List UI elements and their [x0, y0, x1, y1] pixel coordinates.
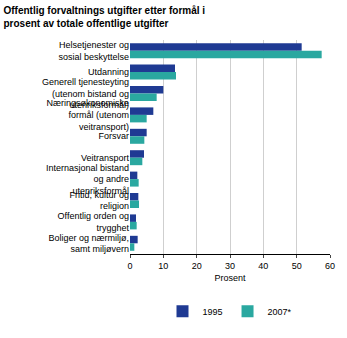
svg-text:50: 50: [292, 261, 302, 271]
svg-text:40: 40: [258, 261, 268, 271]
svg-text:Boliger og nærmiljø,samt miljø: Boliger og nærmiljø,samt miljøvern: [48, 233, 129, 255]
svg-text:60: 60: [325, 261, 335, 271]
svg-text:Utdanning: Utdanning: [88, 67, 129, 77]
svg-text:Forsvar: Forsvar: [98, 131, 129, 141]
svg-text:10: 10: [158, 261, 168, 271]
svg-text:Offentlig orden ogtrygghet: Offentlig orden ogtrygghet: [58, 211, 130, 233]
svg-text:20: 20: [192, 261, 202, 271]
svg-text:Veitransport: Veitransport: [81, 153, 130, 163]
svg-text:Offentlig forvaltnings utgifte: Offentlig forvaltnings utgifter etter fo…: [3, 5, 205, 29]
svg-text:30: 30: [225, 261, 235, 271]
svg-text:Generell tjenesteyting(utenom: Generell tjenesteyting(utenom bistand og…: [42, 77, 129, 110]
svg-text:0: 0: [127, 261, 132, 271]
svg-text:Fritid, kultur ogreligion: Fritid, kultur ogreligion: [69, 190, 129, 212]
svg-text:Helsetjenester ogsosial beskyt: Helsetjenester ogsosial beskyttelse: [58, 40, 129, 62]
svg-text:Næringsøkonomiskeformål (uteno: Næringsøkonomiskeformål (utenomveitransp…: [46, 98, 129, 131]
svg-text:1995: 1995: [203, 307, 223, 317]
svg-text:Prosent: Prosent: [214, 273, 246, 283]
svg-text:Internasjonal bistandog andreu: Internasjonal bistandog andreutenriksfor…: [46, 163, 129, 196]
svg-text:2007*: 2007*: [268, 307, 292, 317]
